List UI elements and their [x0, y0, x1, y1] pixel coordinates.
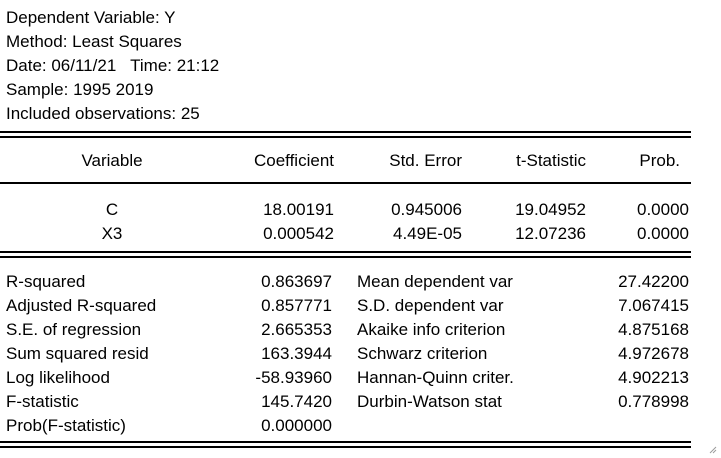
stat-value: 0.778998 [618, 392, 689, 411]
stat-label: Log likelihood [6, 368, 110, 387]
header-rule [0, 182, 691, 184]
coef-coefficient: 18.00191 [263, 200, 334, 219]
stat-value: 2.665353 [261, 320, 332, 339]
bottom-rule-2 [0, 446, 691, 448]
resize-grip-icon[interactable] [709, 446, 717, 454]
middle-rule-2 [0, 256, 691, 258]
sample: Sample: 1995 2019 [6, 80, 154, 99]
stat-value: 163.3944 [261, 344, 332, 363]
col-header-variable: Variable [81, 151, 143, 170]
coef-prob: 0.0000 [637, 224, 689, 243]
included-observations: Included observations: 25 [6, 104, 200, 123]
method: Method: Least Squares [6, 32, 182, 51]
coef-variable: C [105, 200, 119, 219]
col-header-prob: Prob. [639, 151, 680, 170]
stat-value: 4.972678 [618, 344, 689, 363]
stat-label: Durbin-Watson stat [357, 392, 502, 411]
coef-std-error: 0.945006 [391, 200, 462, 219]
stat-label: Sum squared resid [6, 344, 149, 363]
stat-label: Akaike info criterion [357, 320, 506, 339]
stat-label: Hannan-Quinn criter. [357, 368, 514, 387]
coef-variable: X3 [101, 224, 123, 243]
stat-label: Mean dependent var [357, 272, 513, 291]
bottom-rule-1 [0, 441, 691, 443]
col-header-std-error: Std. Error [389, 151, 462, 170]
middle-rule-1 [0, 251, 691, 253]
coef-t-statistic: 19.04952 [515, 200, 586, 219]
coef-t-statistic: 12.07236 [515, 224, 586, 243]
stat-value: 4.875168 [618, 320, 689, 339]
stat-label: F-statistic [6, 392, 79, 411]
stat-label: Adjusted R-squared [6, 296, 157, 315]
stat-value: 0.857771 [261, 296, 332, 315]
stat-value: 145.7420 [261, 392, 332, 411]
stat-value: 27.42200 [618, 272, 689, 291]
date-time: Date: 06/11/21 Time: 21:12 [6, 56, 220, 75]
stat-label: R-squared [6, 272, 86, 291]
stat-value: -58.93960 [255, 368, 332, 387]
top-rule-2 [0, 136, 691, 138]
dependent-variable: Dependent Variable: Y [6, 8, 176, 27]
stat-label: Schwarz criterion [357, 344, 488, 363]
stat-value: 0.000000 [261, 416, 332, 435]
stat-label: S.E. of regression [6, 320, 142, 339]
col-header-t-statistic: t-Statistic [516, 151, 586, 170]
stat-value: 7.067415 [618, 296, 689, 315]
stat-value: 0.863697 [261, 272, 332, 291]
coef-coefficient: 0.000542 [263, 224, 334, 243]
stat-value: 4.902213 [618, 368, 689, 387]
coef-prob: 0.0000 [637, 200, 689, 219]
coef-std-error: 4.49E-05 [393, 224, 462, 243]
col-header-coefficient: Coefficient [253, 151, 334, 170]
stat-label: S.D. dependent var [357, 296, 504, 315]
stat-label: Prob(F-statistic) [6, 416, 126, 435]
top-rule-1 [0, 131, 691, 133]
